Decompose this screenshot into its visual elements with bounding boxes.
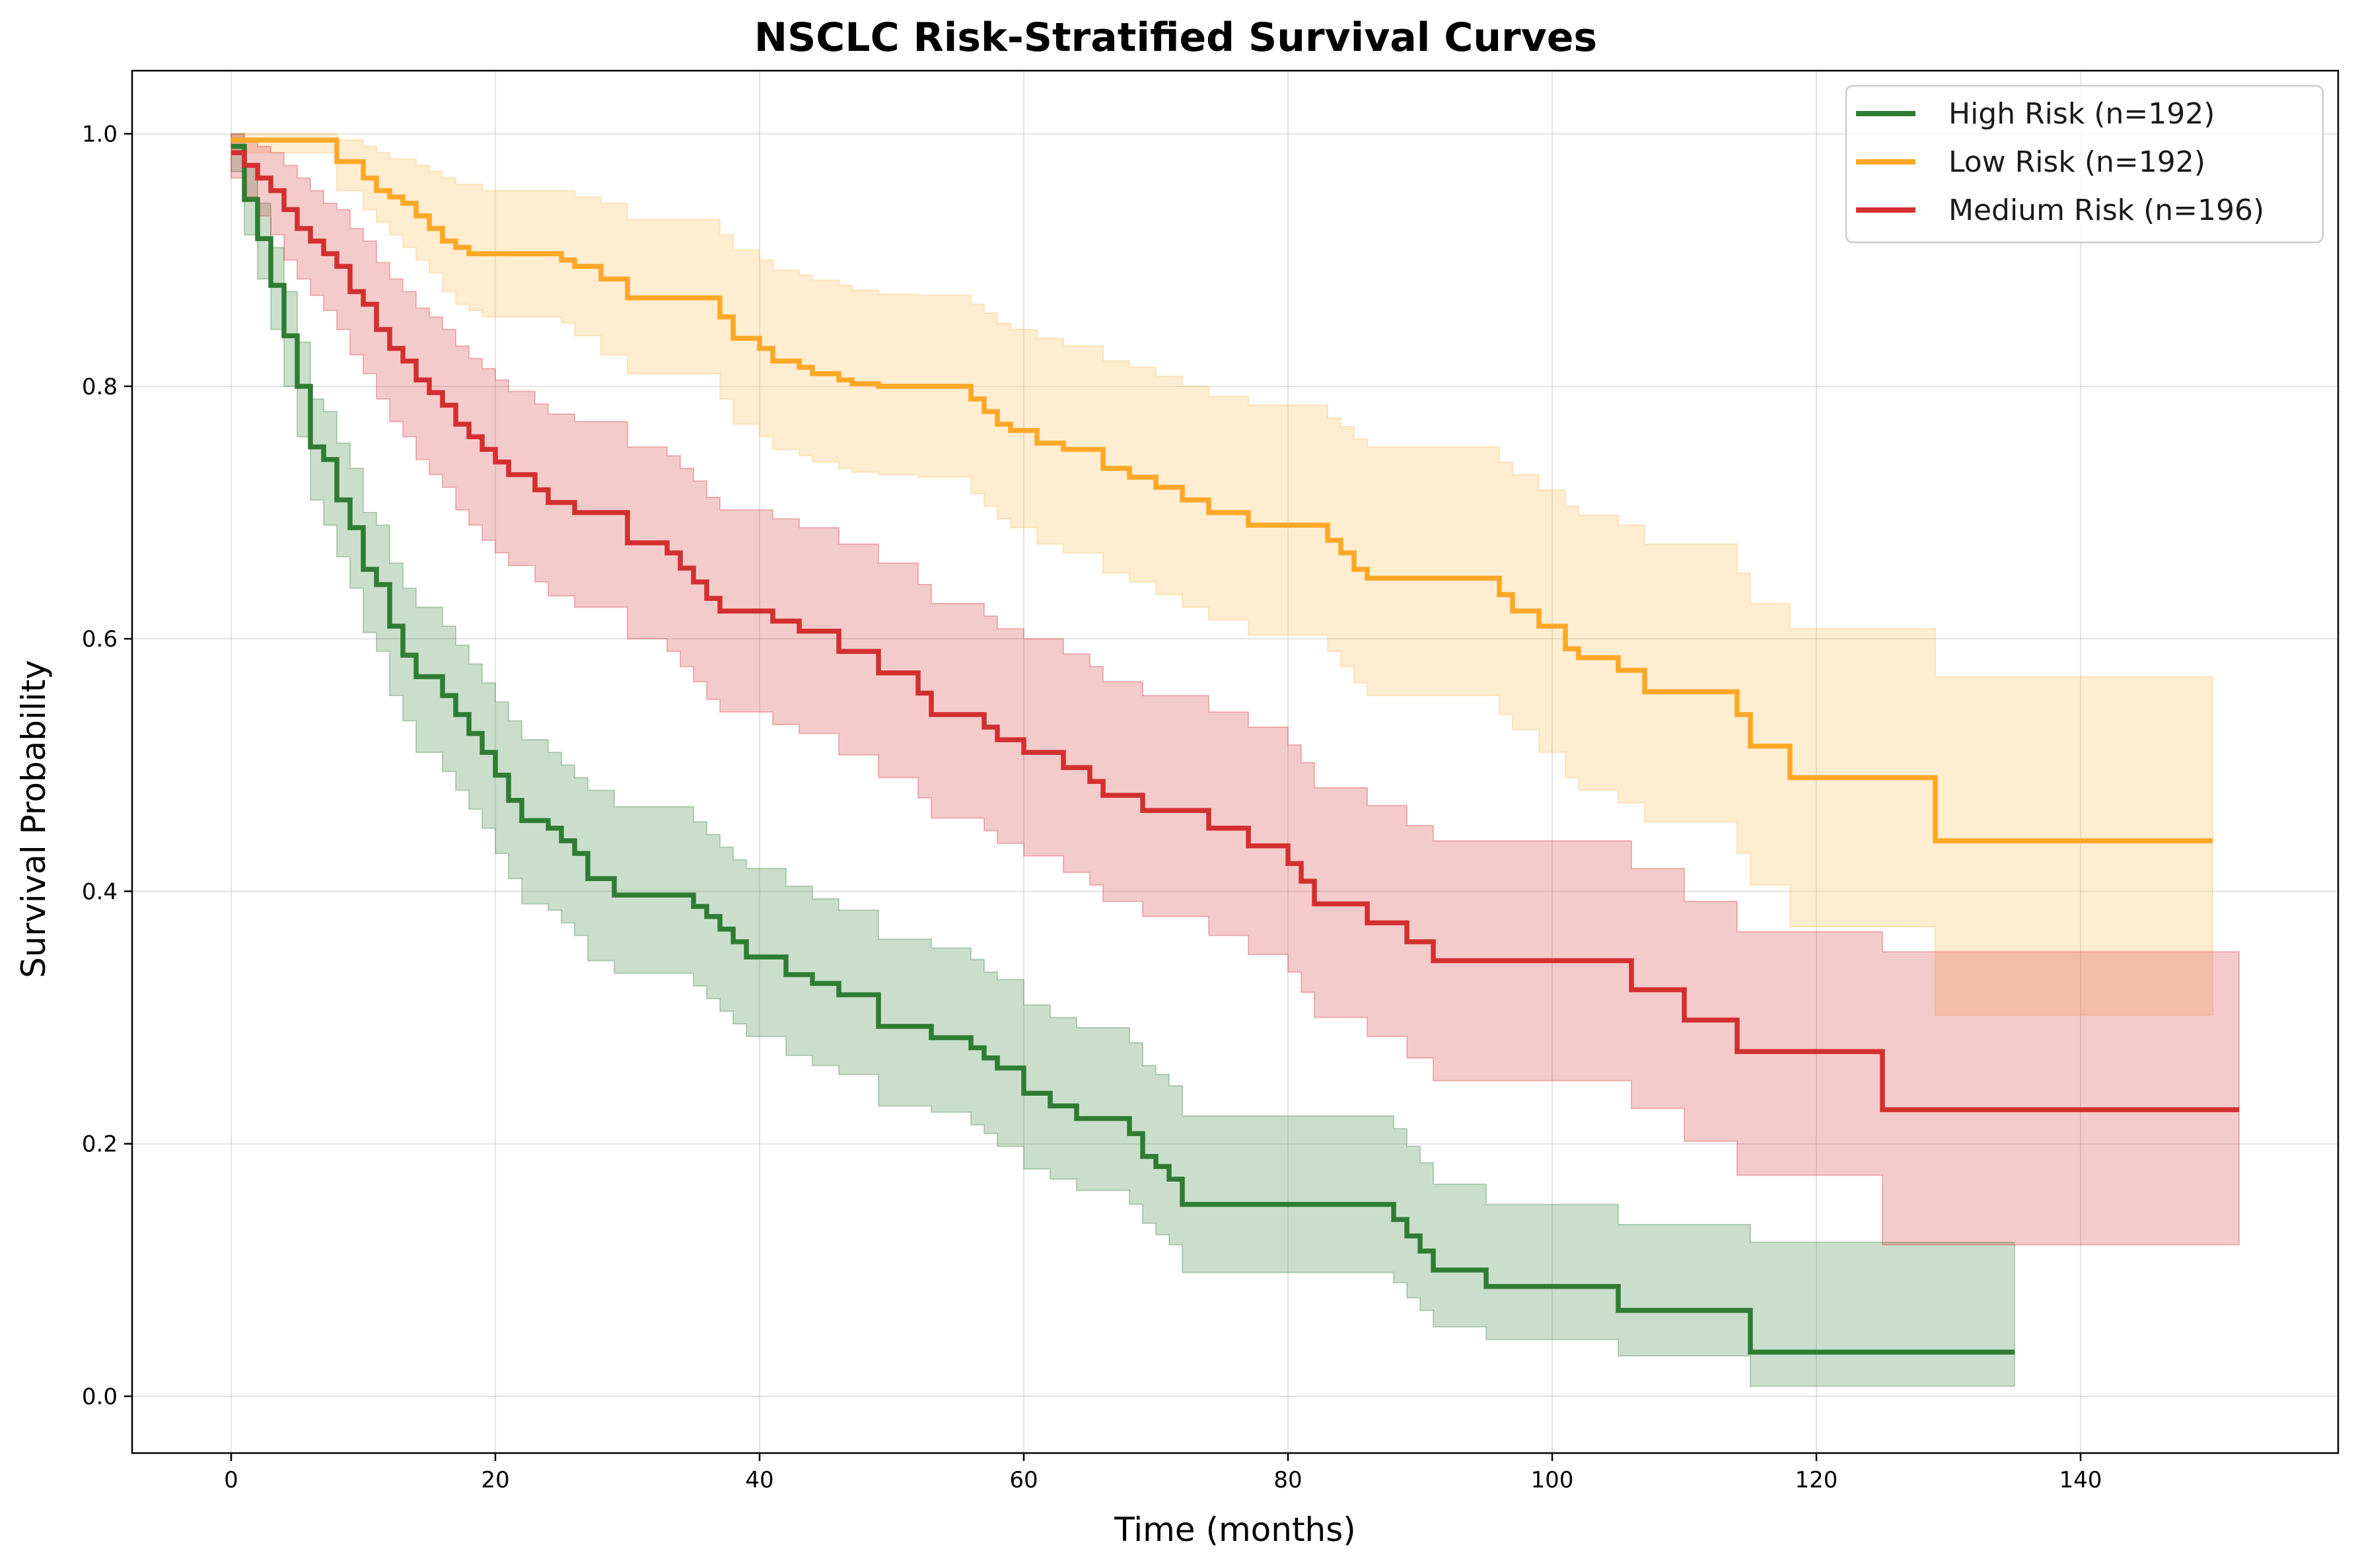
x-tick-label: 120 (1795, 1467, 1838, 1493)
x-tick-label: 100 (1531, 1467, 1574, 1493)
legend-box (1845, 85, 2324, 244)
grid (132, 71, 2338, 1453)
axis-ticks: 0 20 40 60 80 100 120 140 0.0 0.2 0.4 0.6 0.8 1.0 (82, 122, 2102, 1493)
x-tick-label: 20 (481, 1467, 509, 1493)
x-tick-label: 40 (745, 1467, 773, 1493)
x-tick-label: 60 (1009, 1467, 1038, 1493)
y-tick-label: 0.2 (82, 1131, 118, 1158)
legend-label-high-risk: High Risk (n=192) (1948, 97, 2215, 131)
confidence-band-medium-risk (231, 133, 2240, 1246)
chart-title: NSCLC Risk-Stratified Survival Curves (754, 15, 1597, 61)
y-tick-label: 0.0 (82, 1384, 118, 1410)
y-axis-label: Survival Probability (15, 660, 53, 978)
survival-line-low-risk (231, 137, 2213, 843)
x-axis-label: Time (months) (1114, 1511, 1356, 1549)
plot-frame (131, 69, 2340, 1454)
survival-line-high-risk (231, 143, 2015, 1355)
x-tick-label: 80 (1273, 1467, 1302, 1493)
legend-label-low-risk: Low Risk (n=192) (1948, 145, 2205, 179)
confidence-band-high-risk (231, 133, 2015, 1387)
confidence-band-low-risk (231, 133, 2213, 1016)
x-tick-label: 0 (224, 1467, 238, 1493)
survival-lines (231, 137, 2239, 1355)
y-tick-label: 0.8 (82, 374, 118, 400)
y-tick-label: 0.6 (82, 626, 118, 653)
y-tick-label: 0.4 (82, 878, 118, 905)
legend: High Risk (n=192) Low Risk (n=192) Mediu… (1845, 85, 2324, 244)
x-tick-label: 140 (2059, 1467, 2102, 1493)
y-tick-label: 1.0 (82, 122, 118, 148)
confidence-bands (231, 133, 2240, 1387)
survival-line-medium-risk (231, 150, 2239, 1112)
legend-label-medium-risk: Medium Risk (n=196) (1948, 194, 2264, 227)
